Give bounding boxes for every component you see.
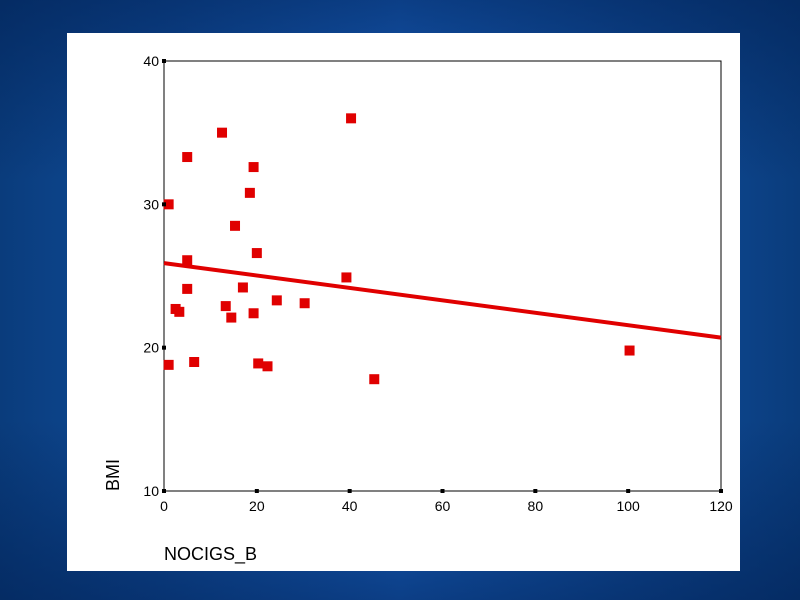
data-point <box>271 295 282 306</box>
data-point <box>182 152 193 163</box>
x-tick-label: 60 <box>435 498 451 514</box>
y-tick-label: 30 <box>143 196 159 212</box>
data-point <box>253 358 264 369</box>
data-point <box>182 283 193 294</box>
fit-line-layer <box>163 261 722 340</box>
data-point <box>217 127 228 138</box>
data-point <box>237 282 248 293</box>
y-tick-mark <box>162 345 166 350</box>
y-tick-mark <box>162 489 166 493</box>
scatter-plot: 0 20 40 60 80 100 120 10 20 30 40 NOCIGS_B BMI <box>103 53 733 565</box>
data-point <box>182 255 193 266</box>
data-point <box>174 306 185 317</box>
data-point <box>346 113 357 124</box>
regression-line <box>163 261 722 340</box>
data-point <box>251 248 262 259</box>
x-tick-label: 40 <box>342 498 358 514</box>
x-tick-mark <box>347 489 352 493</box>
data-point <box>248 308 259 319</box>
x-tick-label: 120 <box>709 498 733 514</box>
data-point <box>220 301 231 312</box>
x-tick-mark <box>719 489 723 493</box>
data-point <box>248 162 259 173</box>
x-tick-label: 0 <box>160 498 168 514</box>
x-tick-label: 100 <box>616 498 640 514</box>
chart-panel: 0 20 40 60 80 100 120 10 20 30 40 NOCIGS_B BMI <box>67 33 740 571</box>
x-tick-mark <box>254 489 259 493</box>
data-point <box>230 220 241 231</box>
data-point <box>244 187 255 198</box>
y-tick-label: 20 <box>143 340 159 356</box>
x-tick-mark <box>440 489 445 493</box>
y-tick-label: 10 <box>143 483 159 499</box>
data-point <box>262 361 273 372</box>
data-point <box>369 374 380 385</box>
data-point <box>341 272 352 283</box>
axis-ticks: 0 20 40 60 80 100 120 10 20 30 40 <box>143 53 732 514</box>
data-point <box>226 312 237 323</box>
data-point <box>299 298 310 309</box>
data-point <box>624 345 635 356</box>
x-axis-title: NOCIGS_B <box>164 544 257 565</box>
x-tick-mark <box>626 489 631 493</box>
y-tick-mark <box>162 202 166 207</box>
x-tick-label: 80 <box>528 498 544 514</box>
x-tick-mark <box>533 489 538 493</box>
data-point <box>189 357 200 367</box>
data-points <box>163 113 635 385</box>
y-tick-mark <box>162 59 166 63</box>
y-axis-title: BMI <box>103 459 123 491</box>
y-tick-label: 40 <box>143 53 159 69</box>
x-tick-label: 20 <box>249 498 265 514</box>
data-point <box>163 359 174 370</box>
data-point <box>163 199 174 210</box>
